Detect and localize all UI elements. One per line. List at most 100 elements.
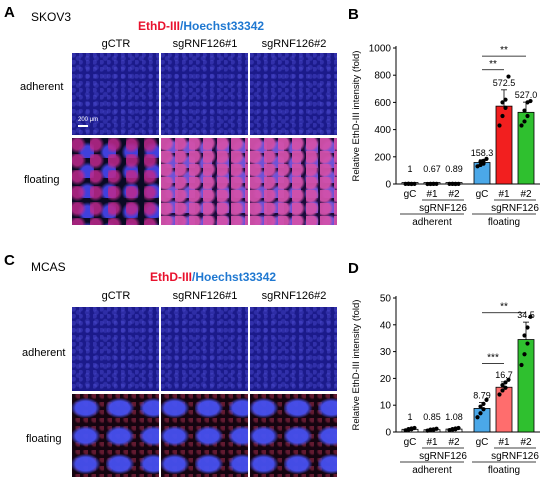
chart-d-point-3-1 (478, 411, 483, 416)
chart-b-point-2-4 (453, 181, 458, 186)
chart-b-bar-5 (517, 111, 535, 185)
chart-d-point-5-5 (528, 314, 533, 319)
chart-d: Relative EthD-III intensity (fold) 0 10 20 3… (351, 294, 540, 476)
chart-d-ytick-label-5: 50 (380, 294, 392, 305)
chart-b-point-1-4 (431, 181, 436, 186)
chart-b-point-5-5 (528, 98, 533, 104)
chart-d-ylabel: Relative EthD-III intensity (fold) (351, 300, 362, 431)
stain-blue-c: Hoechst33342 (195, 270, 277, 284)
chart-d-point-1-3 (428, 427, 433, 432)
chart-d-group-label-adherent: adherent (412, 465, 452, 476)
chart-d-value-label-5: 34.5 (517, 310, 535, 320)
chart-b-point-2-0 (447, 181, 452, 186)
chart-d-point-0-5 (412, 425, 417, 431)
chart-b-group-label-floating: floating (488, 217, 520, 228)
micrograph-a-sg1-floating (161, 138, 248, 225)
chart-d-point-4-0 (497, 392, 502, 397)
chart-b-value-label-2: 0.89 (445, 164, 463, 174)
chart-b-category-label-0: gC (404, 189, 417, 200)
chart-d-sig-label-1: ** (500, 302, 508, 313)
chart-b-point-5-1 (522, 119, 527, 124)
col-head-c-2: sgRNF126#1 (172, 290, 238, 302)
chart-b-value-label-1: 0.67 (423, 164, 441, 174)
chart-d-category-label-4: #1 (498, 437, 510, 448)
row-head-c-floating: floating (26, 433, 62, 445)
chart-d-category-label-2: #2 (448, 437, 460, 448)
chart-d-point-1-5 (434, 426, 439, 431)
panel-letter-c: C (4, 252, 15, 269)
stain-title-a: EthD-III/Hoechst33342 (138, 19, 264, 33)
chart-b-point-4-3 (500, 100, 505, 105)
stain-blue-a: Hoechst33342 (183, 19, 265, 33)
panel-letter-a: A (4, 4, 15, 21)
col-head-c-1: gCTR (101, 290, 131, 302)
chart-d-point-5-2 (525, 341, 530, 346)
micrograph-c-gctr-floating (72, 394, 159, 477)
chart-b-ytick-label-5: 1000 (369, 44, 392, 55)
chart-d-point-4-3 (500, 383, 505, 388)
chart-d-sg-label-1: sgRNF126 (419, 451, 467, 462)
micrograph-c-sg2-adherent (250, 307, 337, 391)
chart-d-ytick-label-1: 10 (380, 401, 392, 412)
chart-d-point-4-1 (500, 388, 505, 393)
micrograph-c-sg2-floating (250, 394, 337, 477)
chart-d-value-label-3: 8.79 (473, 391, 491, 401)
chart-b-ytick-label-0: 0 (385, 180, 391, 191)
col-head-a-2: sgRNF126#1 (172, 38, 238, 50)
chart-d-point-2-5 (456, 425, 461, 431)
stain-sep-c: / (192, 270, 196, 284)
micrograph-c-sg1-floating (161, 394, 248, 477)
micrograph-a-sg2-floating (250, 138, 337, 225)
chart-d-sig-label-0: *** (487, 353, 499, 364)
chart-d-value-label-1: 0.85 (423, 412, 441, 422)
row-head-c-adherent: adherent (22, 347, 66, 359)
chart-d-point-3-3 (478, 404, 483, 409)
chart-b-point-4-5 (506, 74, 511, 79)
chart-d-point-3-4 (481, 401, 486, 406)
micrograph-a-sg2-adherent (250, 53, 337, 135)
chart-b-category-label-2: #2 (448, 189, 460, 200)
chart-b-point-0-0 (403, 181, 408, 186)
chart-b-point-3-4 (481, 158, 486, 163)
chart-d-ytick-label-4: 40 (380, 320, 392, 331)
chart-b-sg-label-2: sgRNF126 (491, 203, 539, 214)
chart-d-category-label-3: gC (476, 437, 489, 448)
chart-b-ytick-label-1: 200 (374, 152, 391, 163)
chart-b-group-label-adherent: adherent (412, 217, 452, 228)
stain-sep-a: / (180, 19, 184, 33)
chart-b-point-1-0 (425, 181, 430, 187)
chart-d-point-4-2 (503, 385, 508, 390)
micrograph-c-sg1-adherent (161, 307, 248, 391)
chart-d-point-3-0 (475, 415, 480, 420)
chart-b-point-2-3 (450, 181, 455, 186)
chart-d-bar-5 (517, 339, 535, 433)
chart-b-category-label-3: gC (476, 189, 489, 200)
micrograph-a-sg1-adherent (161, 53, 248, 135)
cell-line-label-c: MCAS (31, 260, 66, 274)
chart-d-category-label-0: gC (404, 437, 417, 448)
chart-d-value-label-4: 16.7 (495, 370, 513, 380)
chart-b-point-4-0 (497, 123, 502, 128)
chart-b-sig-label-1: ** (500, 45, 508, 56)
chart-d-point-5-3 (522, 333, 527, 338)
chart-b-bar-4 (495, 105, 513, 185)
chart-d-sg-label-2: sgRNF126 (491, 451, 539, 462)
stain-title-c: EthD-III/Hoechst33342 (150, 270, 276, 284)
chart-b-point-5-3 (522, 108, 527, 113)
chart-d-point-5-1 (522, 352, 527, 357)
chart-d-ytick-label-0: 0 (385, 428, 391, 439)
chart-b-sig-label-0: ** (489, 59, 497, 70)
chart-b-value-label-0: 1 (407, 164, 412, 174)
chart-d-point-3-5 (484, 397, 489, 402)
cell-line-label-a: SKOV3 (31, 10, 72, 24)
chart-b: Relative EthD-III intensity (fold) 0 200 40… (351, 44, 540, 228)
col-head-a-1: gCTR (101, 38, 131, 50)
chart-d-point-4-5 (506, 377, 511, 382)
chart-d-category-label-5: #2 (520, 437, 532, 448)
chart-b-point-1-5 (434, 181, 439, 186)
micrograph-a-gctr-adherent: 200 μm (72, 53, 159, 135)
chart-d-ytick-label-2: 20 (380, 374, 392, 385)
chart-b-point-1-3 (428, 181, 433, 187)
chart-b-point-0-5 (412, 181, 417, 186)
row-head-a-floating: floating (24, 174, 60, 186)
